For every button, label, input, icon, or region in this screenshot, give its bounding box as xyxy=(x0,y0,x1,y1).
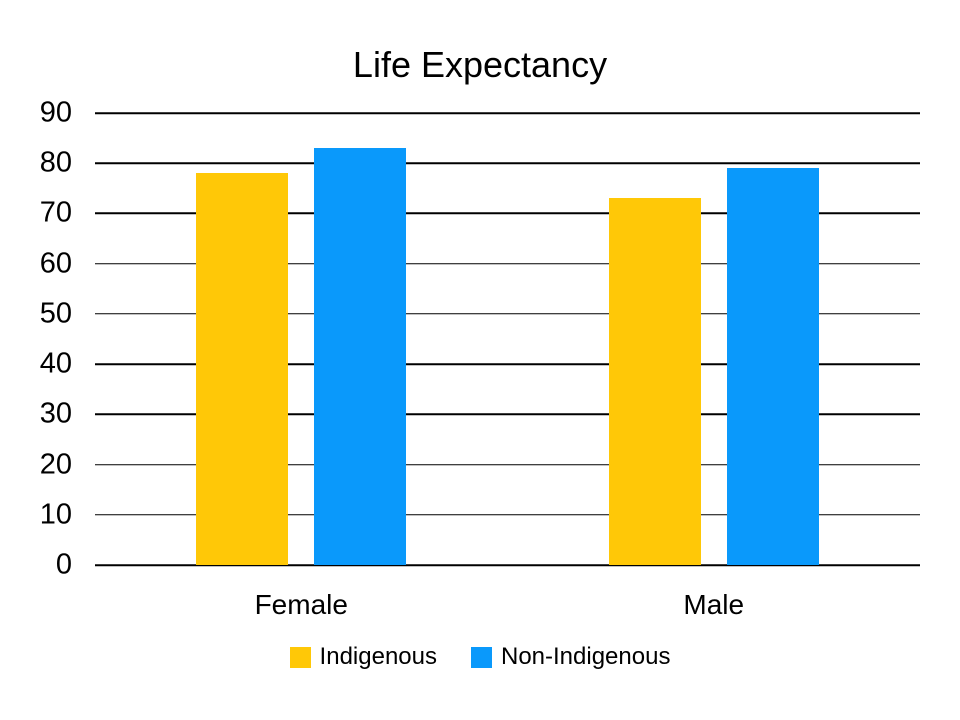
category-label-female: Female xyxy=(254,589,348,620)
bar-female-indigenous xyxy=(196,173,289,565)
y-tick-label-90: 90 xyxy=(39,96,72,129)
legend-item-indigenous: Indigenous xyxy=(289,643,437,671)
gridline-40 xyxy=(95,363,920,365)
legend-label-non-indigenous: Non-Indigenous xyxy=(500,643,671,670)
gridline-50 xyxy=(95,313,920,315)
gridline-80 xyxy=(95,162,920,164)
y-axis: 0 10 20 30 40 50 60 70 80 90 xyxy=(0,98,72,579)
legend: Indigenous Non-Indigenous xyxy=(0,643,960,671)
legend-item-non-indigenous: Non-Indigenous xyxy=(470,643,671,671)
y-tick-label-50: 50 xyxy=(39,297,72,330)
y-tick-label-10: 10 xyxy=(39,498,72,531)
y-tick-label-80: 80 xyxy=(39,146,72,179)
y-tick-label-40: 40 xyxy=(39,347,72,380)
plot-area xyxy=(95,112,920,566)
y-tick-label-70: 70 xyxy=(39,196,72,229)
gridline-20 xyxy=(95,463,920,466)
y-tick-label-30: 30 xyxy=(39,397,72,430)
legend-swatch-non-indigenous xyxy=(470,646,492,668)
gridline-60 xyxy=(95,262,920,265)
category-label-male: Male xyxy=(683,589,745,620)
gridline-30 xyxy=(95,413,920,416)
chart-title: Life Expectancy xyxy=(352,44,608,85)
gridline-90 xyxy=(95,112,920,114)
y-tick-label-20: 20 xyxy=(39,448,72,481)
bar-female-non-indigenous xyxy=(314,148,407,565)
gridline-10 xyxy=(95,514,920,516)
bar-male-non-indigenous xyxy=(726,168,819,565)
y-tick-label-0: 0 xyxy=(55,548,72,581)
y-tick-label-60: 60 xyxy=(39,247,72,280)
x-axis: Female Male xyxy=(0,589,960,629)
legend-swatch-indigenous xyxy=(289,646,311,668)
bar-male-indigenous xyxy=(608,198,701,565)
gridline-70 xyxy=(95,212,920,215)
legend-label-indigenous: Indigenous xyxy=(319,643,437,670)
gridline-0 xyxy=(95,564,920,566)
